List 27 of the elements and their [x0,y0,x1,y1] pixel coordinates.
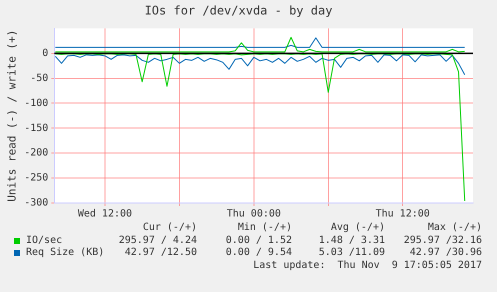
text: Avg (-/+) [330,222,385,234]
y-axis-title: Units read (-) / write (+) [5,30,18,202]
chart-title: IOs for /dev/xvda - by day [144,3,332,18]
x-tick-label: Wed 12:00 [78,208,132,220]
legend-label: Req Size (KB) [26,247,104,260]
text: Max (-/+) [428,222,482,234]
text: Min (-/+) [238,222,292,234]
y-tick-label: -250 [24,172,48,184]
text: 0.00 / 9.54 [226,247,292,260]
y-tick-label: -100 [24,98,48,109]
text: Last update: Thu Nov 9 17:05:05 2017 [253,260,482,272]
x-tick-label: Thu 00:00 [226,208,281,220]
text: 0.00 / 1.52 [226,234,292,247]
text: 42.97 /12.50 [124,247,197,260]
y-tick-label: -300 [24,198,48,209]
text: 42.97 /30.96 [410,247,482,260]
text: 295.97 / 4.24 [118,234,197,247]
y-tick-label: -50 [30,72,48,84]
x-tick-label: Thu 12:00 [376,208,430,220]
y-tick-label: 0 [42,48,48,59]
y-tick-label: -200 [24,148,48,159]
legend-label: IO/sec [26,234,62,247]
text: 1.48 / 3.31 [318,234,385,247]
text: 5.03 /11.09 [318,247,385,260]
text: Cur (-/+) [142,222,197,234]
y-tick-label: -150 [24,122,48,134]
text: 295.97 /32.16 [404,234,482,247]
